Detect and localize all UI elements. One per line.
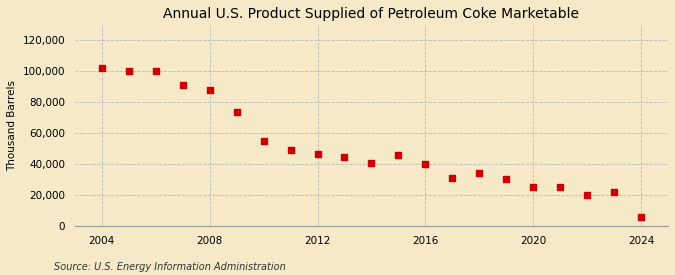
- Point: [285, 148, 296, 153]
- Point: [609, 190, 620, 194]
- Point: [205, 88, 215, 92]
- Point: [124, 69, 134, 74]
- Point: [259, 139, 269, 143]
- Point: [447, 176, 458, 180]
- Point: [366, 161, 377, 165]
- Y-axis label: Thousand Barrels: Thousand Barrels: [7, 80, 17, 171]
- Point: [555, 185, 566, 189]
- Point: [151, 69, 161, 74]
- Point: [420, 162, 431, 167]
- Text: Source: U.S. Energy Information Administration: Source: U.S. Energy Information Administ…: [54, 262, 286, 272]
- Point: [636, 215, 647, 219]
- Point: [178, 82, 188, 87]
- Point: [528, 185, 539, 189]
- Point: [582, 193, 593, 197]
- Point: [339, 154, 350, 159]
- Point: [501, 177, 512, 181]
- Point: [232, 109, 242, 114]
- Point: [312, 151, 323, 156]
- Point: [474, 171, 485, 175]
- Point: [393, 153, 404, 157]
- Point: [97, 66, 107, 70]
- Title: Annual U.S. Product Supplied of Petroleum Coke Marketable: Annual U.S. Product Supplied of Petroleu…: [163, 7, 579, 21]
